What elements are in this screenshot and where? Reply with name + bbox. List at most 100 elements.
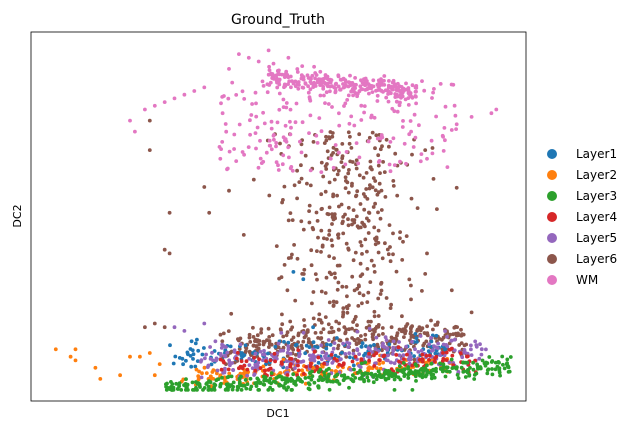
scatter-point bbox=[355, 323, 359, 328]
scatter-point bbox=[501, 362, 505, 367]
scatter-point bbox=[425, 251, 429, 256]
scatter-point bbox=[290, 218, 295, 223]
scatter-point bbox=[286, 55, 291, 60]
scatter-point bbox=[454, 127, 458, 131]
scatter-point bbox=[456, 370, 461, 374]
scatter-point bbox=[315, 80, 320, 85]
scatter-point bbox=[359, 361, 364, 366]
scatter-point bbox=[450, 338, 454, 343]
scatter-point bbox=[452, 103, 457, 108]
scatter-point bbox=[286, 385, 290, 390]
scatter-point bbox=[240, 89, 245, 94]
scatter-point bbox=[299, 343, 304, 348]
scatter-point bbox=[301, 277, 306, 282]
scatter-point bbox=[413, 362, 418, 367]
scatter-point bbox=[317, 116, 322, 120]
scatter-point bbox=[371, 205, 376, 209]
scatter-point bbox=[465, 354, 470, 359]
scatter-point bbox=[366, 139, 371, 144]
scatter-point bbox=[402, 374, 407, 378]
scatter-point bbox=[358, 365, 363, 369]
scatter-point bbox=[403, 329, 408, 333]
scatter-point bbox=[365, 216, 369, 221]
scatter-point bbox=[376, 228, 381, 233]
scatter-point bbox=[291, 81, 296, 86]
scatter-point bbox=[162, 100, 167, 104]
scatter-point bbox=[250, 102, 255, 106]
scatter-point bbox=[471, 367, 476, 372]
scatter-point bbox=[346, 375, 350, 380]
scatter-point bbox=[375, 99, 380, 103]
scatter-point bbox=[370, 167, 374, 172]
scatter-point bbox=[147, 351, 152, 355]
scatter-point bbox=[192, 388, 197, 392]
scatter-point bbox=[374, 235, 379, 240]
scatter-point bbox=[300, 64, 305, 68]
scatter-point bbox=[388, 259, 393, 264]
scatter-point bbox=[366, 378, 371, 383]
scatter-point bbox=[244, 386, 249, 391]
scatter-point bbox=[376, 163, 381, 168]
scatter-point bbox=[261, 110, 265, 115]
scatter-point bbox=[330, 105, 334, 109]
scatter-point bbox=[292, 183, 297, 188]
scatter-point bbox=[267, 143, 272, 148]
scatter-point bbox=[300, 379, 304, 384]
scatter-point bbox=[399, 347, 404, 352]
scatter-point bbox=[341, 341, 345, 346]
scatter-point bbox=[364, 344, 368, 349]
scatter-point bbox=[367, 351, 371, 356]
scatter-point bbox=[352, 123, 357, 128]
scatter-point bbox=[274, 73, 279, 78]
scatter-point bbox=[276, 374, 281, 379]
scatter-point bbox=[354, 82, 358, 87]
scatter-point bbox=[373, 201, 377, 206]
scatter-point bbox=[459, 365, 464, 370]
scatter-point bbox=[379, 133, 384, 138]
scatter-point bbox=[262, 375, 267, 380]
scatter-point bbox=[199, 358, 204, 363]
scatter-point bbox=[177, 384, 182, 388]
scatter-point bbox=[508, 355, 513, 359]
scatter-point bbox=[152, 103, 157, 108]
scatter-point bbox=[489, 111, 494, 116]
scatter-point bbox=[219, 367, 224, 372]
scatter-point bbox=[381, 160, 385, 164]
scatter-point bbox=[53, 347, 58, 352]
scatter-point bbox=[195, 382, 200, 386]
scatter-point bbox=[431, 90, 435, 95]
scatter-point bbox=[424, 339, 429, 344]
scatter-point bbox=[290, 252, 294, 257]
scatter-point bbox=[404, 344, 408, 349]
scatter-point bbox=[343, 352, 348, 356]
scatter-point bbox=[377, 80, 382, 85]
scatter-point bbox=[379, 282, 383, 286]
scatter-point bbox=[473, 339, 478, 344]
scatter-point bbox=[355, 224, 360, 229]
scatter-point bbox=[336, 236, 341, 240]
scatter-point bbox=[191, 352, 196, 357]
scatter-point bbox=[323, 101, 327, 105]
scatter-point bbox=[298, 139, 302, 144]
scatter-point bbox=[327, 372, 331, 377]
scatter-point bbox=[461, 370, 466, 374]
scatter-point bbox=[280, 162, 285, 167]
scatter-point bbox=[328, 156, 333, 161]
scatter-point bbox=[209, 388, 214, 392]
scatter-point bbox=[417, 123, 421, 128]
scatter-point bbox=[313, 272, 318, 276]
scatter-point bbox=[277, 68, 281, 73]
scatter-point bbox=[308, 98, 313, 103]
scatter-point bbox=[487, 355, 492, 359]
scatter-point bbox=[447, 347, 452, 352]
scatter-point bbox=[441, 351, 445, 355]
scatter-point bbox=[239, 388, 244, 392]
scatter-point bbox=[319, 228, 324, 233]
legend-marker bbox=[547, 275, 557, 285]
scatter-point bbox=[347, 351, 352, 356]
scatter-point bbox=[204, 371, 209, 375]
scatter-point bbox=[323, 373, 327, 378]
scatter-point bbox=[336, 346, 340, 351]
scatter-point bbox=[341, 310, 346, 314]
scatter-point bbox=[297, 180, 302, 185]
